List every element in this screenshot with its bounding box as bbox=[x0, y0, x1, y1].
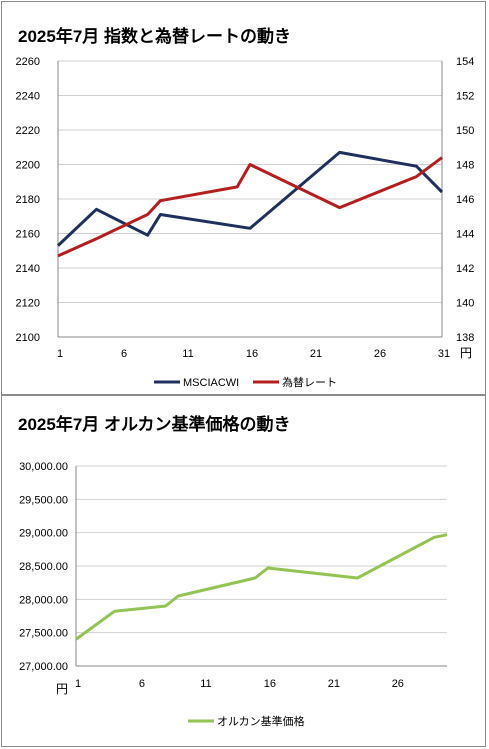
y-right-tick-label: 144 bbox=[456, 229, 474, 241]
legend-label: オルカン基準価格 bbox=[217, 714, 305, 728]
y-right-tick-label: 140 bbox=[456, 298, 474, 310]
x-tick-label: 16 bbox=[264, 678, 276, 690]
x-tick-label: 6 bbox=[121, 348, 127, 360]
series-line-2 bbox=[57, 156, 443, 258]
y-left-tick-label: 2220 bbox=[16, 125, 40, 137]
legend-label: 為替レート bbox=[282, 375, 337, 389]
series-line-1 bbox=[56, 150, 444, 247]
x-tick-label: 26 bbox=[374, 348, 386, 360]
y-right-tick-label: 148 bbox=[456, 160, 474, 172]
x-tick-label: 16 bbox=[246, 348, 258, 360]
y-left-tick-label: 2160 bbox=[16, 229, 40, 241]
x-tick-label: 11 bbox=[200, 678, 211, 690]
chart1-title: 2025年7月 指数と為替レートの動き bbox=[18, 27, 291, 46]
y-right-tick-label: 150 bbox=[456, 125, 474, 137]
orcan-chart: 27,000.00 27,500.00 28,000.00 28,500.00 29,0… bbox=[19, 461, 448, 728]
x-tick-label: 11 bbox=[182, 348, 193, 360]
y-tick-label: 28,500.00 bbox=[19, 561, 68, 573]
y-tick-label: 28,000.00 bbox=[19, 594, 68, 606]
y-left-tick-label: 2260 bbox=[16, 56, 40, 68]
series-line-1 bbox=[75, 533, 448, 641]
index-fx-chart-panel: 2025年7月 指数と為替レートの動き 2100 2120 2140 2160 2180… bbox=[1, 1, 486, 395]
y-right-tick-label: 142 bbox=[456, 263, 474, 275]
y-left-tick-label: 2200 bbox=[16, 160, 40, 172]
x-tick-label: 21 bbox=[328, 678, 340, 690]
chart2-title: 2025年7月 オルカン基準価格の動き bbox=[18, 415, 291, 434]
y-right-tick-label: 154 bbox=[456, 56, 474, 68]
x-tick-label: 6 bbox=[139, 678, 145, 690]
x-tick-label: 1 bbox=[57, 348, 63, 360]
x-tick-label: 31 bbox=[438, 348, 450, 360]
y-right-tick-label: 138 bbox=[456, 332, 474, 344]
y-left-tick-label: 2180 bbox=[16, 194, 40, 206]
x-tick-label: 21 bbox=[310, 348, 322, 360]
index-fx-chart: 2100 2120 2140 2160 2180 2200 2220 2240 2260 138 1… bbox=[16, 56, 475, 389]
y-right-tick-label: 146 bbox=[456, 194, 474, 206]
x-tick-label: 1 bbox=[75, 678, 81, 690]
x-tick-label: 26 bbox=[392, 678, 404, 690]
y-tick-label: 29,000.00 bbox=[19, 528, 68, 540]
y-left-tick-label: 2100 bbox=[16, 332, 40, 344]
y-unit-label: 円 bbox=[56, 682, 68, 696]
y-tick-label: 30,000.00 bbox=[19, 461, 68, 473]
y-left-tick-label: 2140 bbox=[16, 263, 40, 275]
y-right-tick-label: 152 bbox=[456, 91, 474, 103]
y-left-tick-label: 2240 bbox=[16, 91, 40, 103]
orcan-chart-panel: 2025年7月 オルカン基準価格の動き 27,000.00 27,500.00 28… bbox=[1, 395, 486, 747]
y-tick-label: 29,500.00 bbox=[19, 494, 68, 506]
legend-label: MSCIACWI bbox=[183, 377, 239, 389]
y-left-tick-label: 2120 bbox=[16, 298, 40, 310]
x-unit-label: 円 bbox=[460, 346, 472, 360]
y-tick-label: 27,000.00 bbox=[19, 661, 68, 673]
y-tick-label: 27,500.00 bbox=[19, 628, 68, 640]
